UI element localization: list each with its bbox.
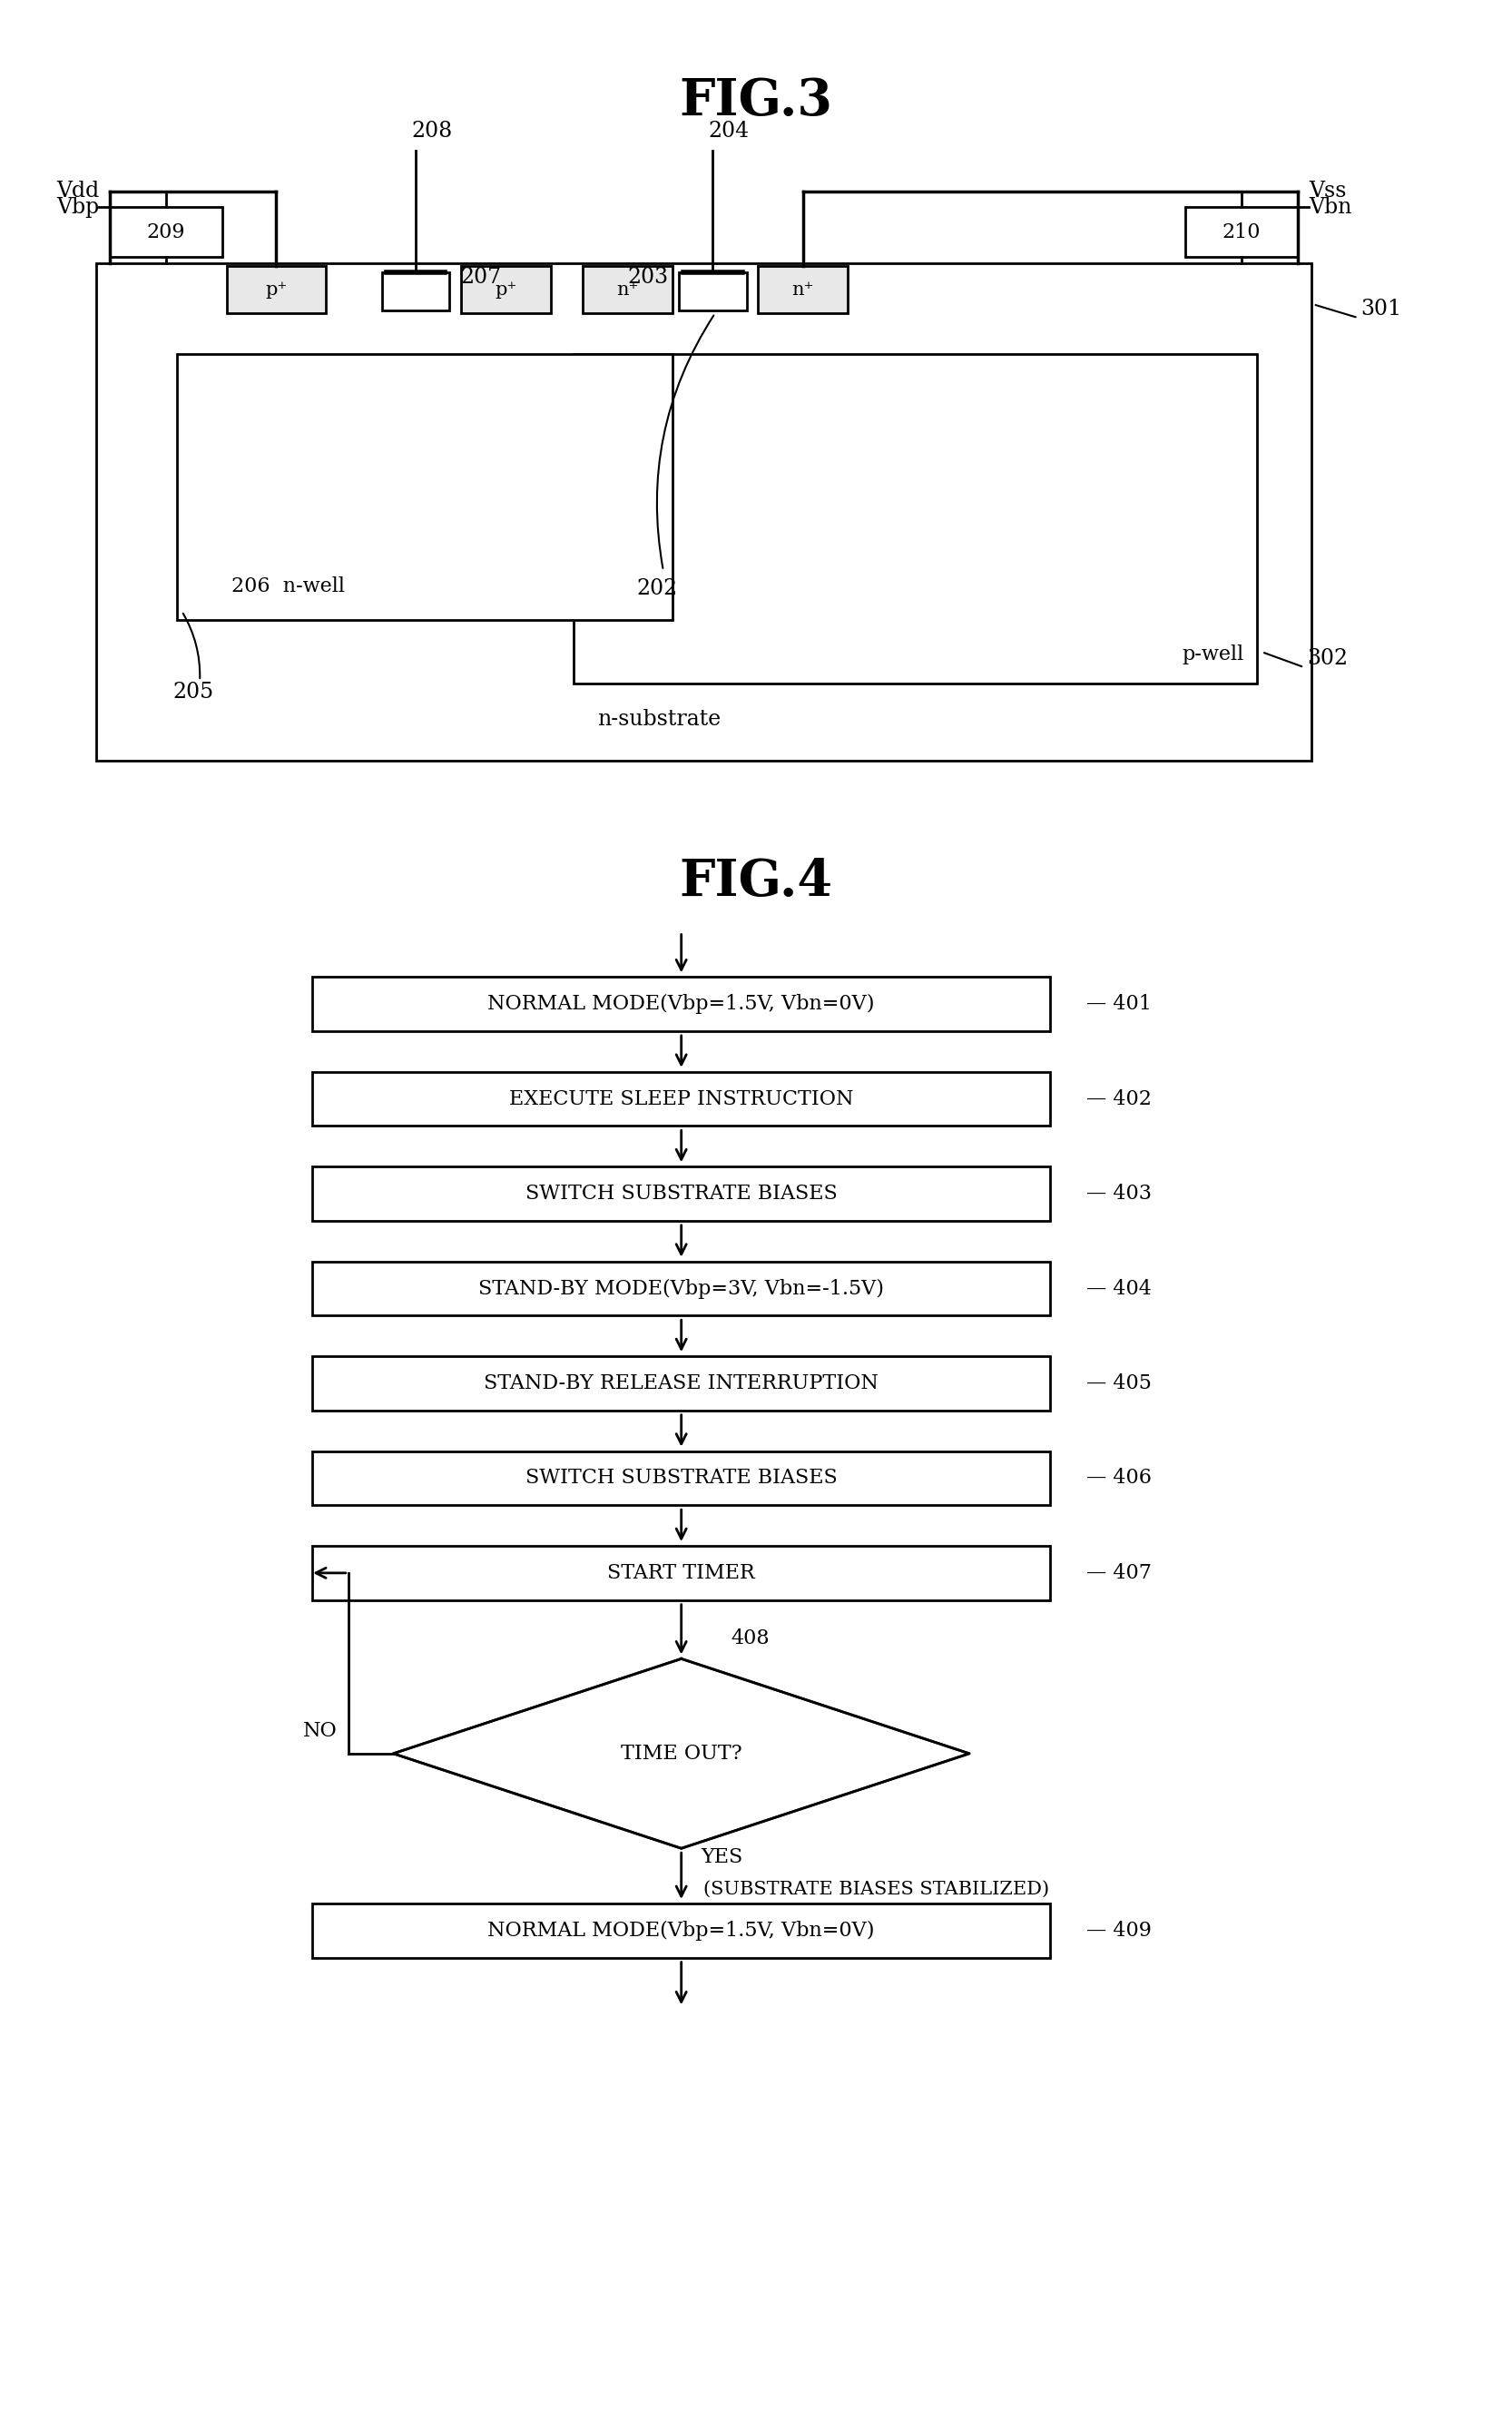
Bar [110,207,222,258]
Text: SWITCH SUBSTRATE BIASES: SWITCH SUBSTRATE BIASES [525,1468,838,1487]
Text: EXECUTE SLEEP INSTRUCTION: EXECUTE SLEEP INSTRUCTION [510,1089,853,1109]
Text: — 409: — 409 [1086,1921,1152,1940]
Text: 206  n-well: 206 n-well [231,576,345,595]
Bar [758,268,848,313]
Text: — 406: — 406 [1086,1468,1152,1487]
Bar [313,1260,1051,1316]
Text: 208: 208 [411,120,452,142]
Bar [313,1166,1051,1222]
Bar [313,1451,1051,1506]
Bar [313,976,1051,1031]
Text: START TIMER: START TIMER [608,1564,754,1583]
Text: p-well: p-well [1182,643,1244,665]
Text: — 403: — 403 [1086,1183,1152,1203]
Text: 209: 209 [147,222,186,241]
Text: 210: 210 [1222,222,1261,241]
Bar [313,1072,1051,1125]
Text: — 402: — 402 [1086,1089,1152,1109]
Polygon shape [393,1658,969,1848]
Text: — 405: — 405 [1086,1374,1152,1393]
Text: 204: 204 [708,120,750,142]
Text: FIG.4: FIG.4 [679,858,833,906]
Text: NORMAL MODE(Vbp=1.5V, Vbn=0V): NORMAL MODE(Vbp=1.5V, Vbn=0V) [488,993,875,1015]
Text: 207: 207 [460,268,502,287]
Text: TIME OUT?: TIME OUT? [620,1742,742,1764]
Text: YES: YES [702,1848,742,1868]
Bar [313,1357,1051,1410]
Bar [97,263,1311,759]
Bar [679,272,747,311]
Text: STAND-BY RELEASE INTERRUPTION: STAND-BY RELEASE INTERRUPTION [484,1374,878,1393]
Bar [313,1904,1051,1957]
Bar [573,354,1258,684]
Bar [582,268,673,313]
Bar [227,268,325,313]
Text: Vss: Vss [1308,181,1346,202]
Text: Vdd: Vdd [56,181,98,202]
Bar [313,1545,1051,1600]
Bar [177,354,673,619]
Text: n⁺: n⁺ [617,282,638,299]
Text: p⁺: p⁺ [265,282,287,299]
Text: NORMAL MODE(Vbp=1.5V, Vbn=0V): NORMAL MODE(Vbp=1.5V, Vbn=0V) [488,1921,875,1940]
Text: — 401: — 401 [1086,993,1152,1015]
Text: p⁺: p⁺ [494,282,517,299]
Text: 202: 202 [637,578,677,600]
Text: FIG.3: FIG.3 [679,77,833,125]
Text: Vbn: Vbn [1308,198,1352,217]
Text: STAND-BY MODE(Vbp=3V, Vbn=-1.5V): STAND-BY MODE(Vbp=3V, Vbn=-1.5V) [478,1277,885,1299]
Text: 205: 205 [172,682,213,704]
Text: n⁺: n⁺ [792,282,813,299]
Bar [383,272,449,311]
Bar [461,268,550,313]
Text: — 404: — 404 [1086,1280,1152,1299]
Text: SWITCH SUBSTRATE BIASES: SWITCH SUBSTRATE BIASES [525,1183,838,1203]
Text: (SUBSTRATE BIASES STABILIZED): (SUBSTRATE BIASES STABILIZED) [703,1880,1049,1899]
Text: n-substrate: n-substrate [597,709,721,730]
Text: NO: NO [304,1721,337,1740]
Bar [1185,207,1297,258]
Text: 203: 203 [627,268,668,287]
Text: Vbp: Vbp [56,198,98,217]
Text: 301: 301 [1361,299,1402,318]
Text: 408: 408 [730,1629,770,1648]
Text: — 407: — 407 [1086,1564,1152,1583]
Text: 302: 302 [1306,648,1347,668]
